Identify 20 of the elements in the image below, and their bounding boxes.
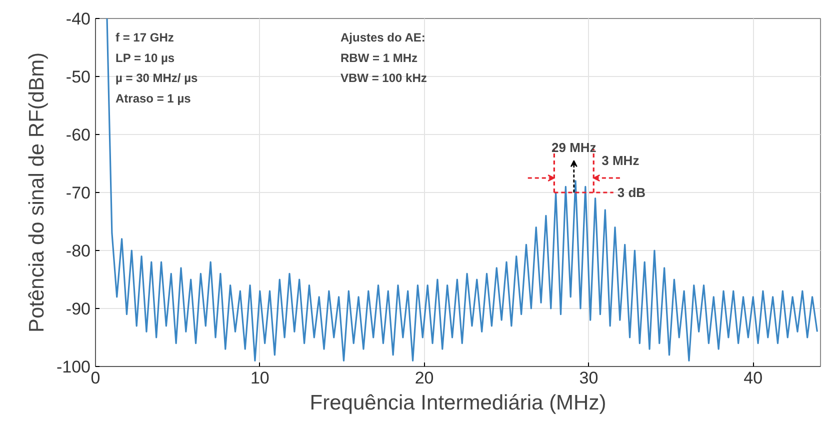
y-axis-title: Potência do sinal de RF(dBm) — [25, 52, 48, 333]
annotation: 29 MHz — [552, 140, 597, 155]
ref-line-label: 3 dB — [617, 185, 646, 200]
y-tick-label: -100 — [56, 358, 91, 376]
x-tick-label: 30 — [579, 368, 598, 388]
x-tick-label: 20 — [414, 368, 434, 388]
y-tick-label: -90 — [66, 300, 91, 318]
annotation: f = 17 GHz LP = 10 µs µ = 30 MHz/ µs Atraso = 1 µs — [116, 30, 198, 106]
line-series — [106, 18, 818, 362]
x-tick-label: 10 — [250, 368, 270, 388]
y-tick-label: -50 — [66, 68, 91, 86]
x-tick-label: 40 — [744, 368, 763, 388]
annotation: Ajustes do AE: RBW = 1 MHz VBW = 100 kHz — [340, 30, 427, 86]
y-tick-label: -70 — [66, 184, 91, 202]
y-tick-label: -40 — [66, 10, 91, 28]
ref-line-label: 3 MHz — [602, 153, 640, 168]
x-axis-title: Frequência Intermediária (MHz) — [310, 392, 606, 414]
y-tick-label: -60 — [66, 126, 91, 144]
y-tick-label: -80 — [66, 242, 91, 260]
x-tick-label: 0 — [90, 368, 100, 388]
